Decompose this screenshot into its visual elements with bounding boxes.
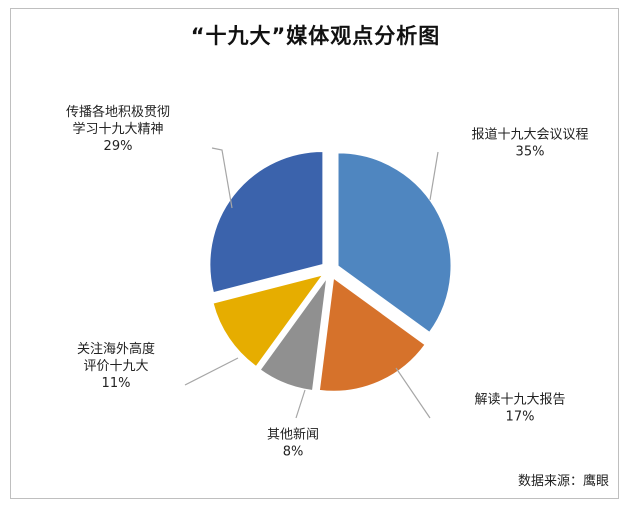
slice-overseas-evaluation-category-label: 评价十九大: [83, 359, 148, 374]
slice-meeting-agenda-category-label: 报道十九大会议议程: [471, 128, 588, 143]
slice-meeting-agenda-percent-label: 35%: [516, 145, 545, 160]
slice-overseas-evaluation-category-label: 关注海外高度: [77, 341, 155, 357]
data-source: 数据来源：鹰眼: [517, 474, 609, 489]
slice-overseas-evaluation-percent-label: 11%: [102, 376, 131, 391]
slice-spread-spirit-category-label: 传播各地积极贯彻: [66, 104, 170, 120]
slice-other-news-leader-line: [295, 389, 306, 419]
slice-report-interpretation-category-label: 解读十九大报告: [474, 393, 565, 408]
slice-spread-spirit-percent-label: 29%: [104, 139, 133, 154]
slice-meeting-agenda-leader-line: [429, 151, 439, 201]
slice-other-news-percent-label: 8%: [283, 445, 304, 460]
slice-overseas-evaluation: [212, 274, 324, 368]
chart-title: “十九大”媒体观点分析图: [190, 24, 441, 48]
slice-spread-spirit: [209, 150, 324, 294]
slice-report-interpretation-percent-label: 17%: [506, 410, 535, 425]
slice-report-interpretation-leader-line: [395, 367, 431, 419]
slice-meeting-agenda: [337, 152, 452, 334]
slice-spread-spirit-leader-line: [211, 147, 233, 209]
slice-report-interpretation: [318, 277, 426, 392]
slice-overseas-evaluation-leader-line: [184, 357, 239, 386]
slice-other-news-category-label: 其他新闻: [267, 427, 319, 443]
slice-spread-spirit-category-label: 学习十九大精神: [72, 121, 163, 137]
slice-other-news: [259, 278, 328, 392]
